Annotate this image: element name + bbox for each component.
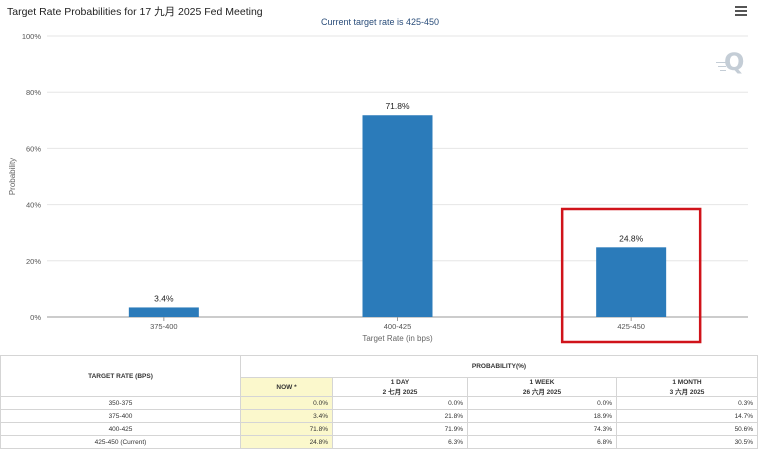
rate-cell: 375-400 bbox=[0, 409, 241, 423]
value-cell: 30.5% bbox=[616, 435, 758, 449]
highlight-box bbox=[560, 207, 702, 344]
now-cell: 3.4% bbox=[240, 409, 333, 423]
data-label: 3.4% bbox=[154, 293, 174, 303]
header-now: NOW * bbox=[240, 377, 333, 397]
value-cell: 0.0% bbox=[467, 396, 617, 410]
now-cell: 71.8% bbox=[240, 422, 333, 436]
rate-cell: 425-450 (Current) bbox=[0, 435, 241, 449]
data-label: 71.8% bbox=[385, 101, 410, 111]
y-tick-label: 80% bbox=[26, 88, 41, 97]
now-cell: 24.8% bbox=[240, 435, 333, 449]
value-cell: 71.9% bbox=[332, 422, 468, 436]
rate-cell: 400-425 bbox=[0, 422, 241, 436]
value-cell: 0.3% bbox=[616, 396, 758, 410]
bar-375-400 bbox=[128, 307, 199, 317]
value-cell: 18.9% bbox=[467, 409, 617, 423]
chart-title: Target Rate Probabilities for 17 九月 2025… bbox=[7, 6, 263, 18]
x-tick-label: 425-450 bbox=[617, 322, 645, 331]
y-tick-label: 0% bbox=[30, 313, 41, 322]
x-tick-label: 400-425 bbox=[384, 322, 412, 331]
rate-cell: 350-375 bbox=[0, 396, 241, 410]
y-tick-label: 40% bbox=[26, 201, 41, 210]
chart-area: Target Rate Probabilities for 17 九月 2025… bbox=[7, 6, 748, 344]
y-tick-label: 100% bbox=[22, 32, 42, 41]
value-cell: 21.8% bbox=[332, 409, 468, 423]
x-axis-label: Target Rate (in bps) bbox=[362, 334, 433, 343]
value-cell: 50.6% bbox=[616, 422, 758, 436]
header-probability: PROBABILITY(%) bbox=[240, 355, 758, 378]
probability-table: TARGET RATE (BPS) PROBABILITY(%) NOW * 1… bbox=[0, 355, 758, 449]
header-target-rate: TARGET RATE (BPS) bbox=[0, 355, 241, 397]
bar-425-450 bbox=[596, 247, 667, 317]
header-1-day: 1 DAY 2 七月 2025 bbox=[332, 377, 468, 397]
q-logo-icon: Q bbox=[716, 46, 746, 80]
value-cell: 14.7% bbox=[616, 409, 758, 423]
header-1-month: 1 MONTH 3 六月 2025 bbox=[616, 377, 758, 397]
value-cell: 74.3% bbox=[467, 422, 617, 436]
hamburger-menu-icon[interactable] bbox=[735, 6, 747, 16]
bar-chart: 0% 20% 40% 60% 80% 100% Probability Target Rate… bbox=[8, 32, 748, 344]
value-cell: 6.3% bbox=[332, 435, 468, 449]
y-tick-label: 60% bbox=[26, 144, 41, 153]
y-axis-label: Probability bbox=[8, 158, 17, 195]
table-row: 350-375 0.0% 0.0% 0.0% 0.3% bbox=[0, 396, 758, 410]
value-cell: 0.0% bbox=[332, 396, 468, 410]
x-tick-label: 375-400 bbox=[150, 322, 178, 331]
header-1-week: 1 WEEK 26 六月 2025 bbox=[467, 377, 617, 397]
bar-400-425 bbox=[362, 115, 433, 317]
table-row: 375-400 3.4% 21.8% 18.9% 14.7% bbox=[0, 409, 758, 423]
value-cell: 6.8% bbox=[467, 435, 617, 449]
chart-subtitle: Current target rate is 425-450 bbox=[320, 17, 440, 27]
table-row: 400-425 71.8% 71.9% 74.3% 50.6% bbox=[0, 422, 758, 436]
data-label: 24.8% bbox=[619, 233, 644, 243]
now-cell: 0.0% bbox=[240, 396, 333, 410]
y-tick-label: 20% bbox=[26, 257, 41, 266]
table-row: 425-450 (Current) 24.8% 6.3% 6.8% 30.5% bbox=[0, 435, 758, 449]
probability-table-container: TARGET RATE (BPS) PROBABILITY(%) NOW * 1… bbox=[0, 355, 760, 449]
